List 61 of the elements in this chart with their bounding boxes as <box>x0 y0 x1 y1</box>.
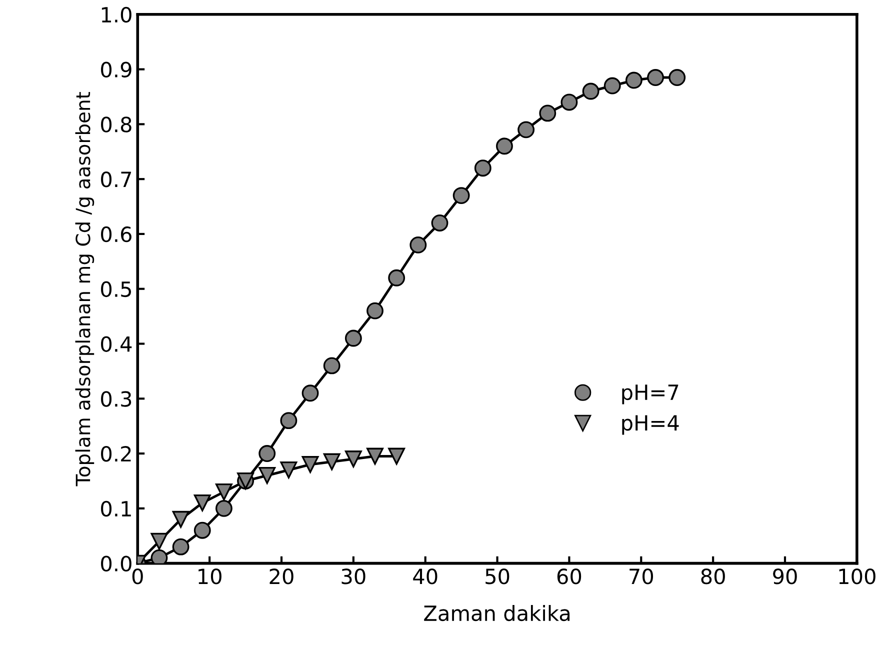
point <box>323 357 340 374</box>
point <box>518 121 535 138</box>
y-tick-label: 0.4 <box>101 336 132 352</box>
point <box>388 448 406 465</box>
point <box>452 187 470 204</box>
point <box>560 94 578 111</box>
point <box>366 448 384 465</box>
point <box>302 384 319 402</box>
point <box>410 236 427 254</box>
y-tick-label: 0.2 <box>101 446 131 462</box>
y-tick-label: 0.7 <box>101 172 131 188</box>
x-tick-label: 80 <box>701 568 725 584</box>
x-tick-label: 90 <box>773 568 797 584</box>
y-tick-label: 0.8 <box>101 116 132 132</box>
x-axis-title: Zaman dakika <box>424 604 570 622</box>
y-tick-label: 1.0 <box>102 6 132 23</box>
point <box>539 104 556 122</box>
point <box>194 494 211 512</box>
point <box>582 82 600 100</box>
point <box>280 462 298 478</box>
point <box>323 453 340 470</box>
point <box>625 72 642 89</box>
point <box>258 467 276 484</box>
point <box>215 483 232 500</box>
point <box>280 412 298 430</box>
y-tick-label: 0.6 <box>101 226 132 242</box>
point <box>344 330 362 347</box>
point <box>172 510 190 528</box>
x-tick-label: 10 <box>198 568 222 584</box>
x-tick-label: 30 <box>342 568 366 584</box>
x-tick-label: 0 <box>132 568 143 584</box>
legend-label: pH=7 <box>622 384 678 404</box>
point <box>366 302 384 320</box>
point <box>150 549 168 564</box>
point <box>647 69 664 86</box>
point <box>302 456 319 473</box>
point <box>388 269 406 286</box>
y-tick-label: 0.3 <box>101 391 132 407</box>
x-tick-label: 70 <box>630 568 654 584</box>
x-tick-label: 50 <box>486 568 510 584</box>
point <box>258 445 276 462</box>
x-tick-label: 40 <box>413 568 438 584</box>
point <box>150 532 168 550</box>
point <box>215 500 232 517</box>
y-tick-label: 0.1 <box>101 500 131 517</box>
point <box>172 538 190 556</box>
point <box>496 138 513 155</box>
point <box>604 77 621 94</box>
point <box>344 450 362 468</box>
point <box>474 160 492 177</box>
y-tick-label: 0.0 <box>101 556 132 572</box>
y-tick-label: 0.9 <box>101 62 132 78</box>
x-tick-label: 20 <box>270 568 294 584</box>
point <box>668 69 686 86</box>
y-tick-label: 0.5 <box>101 281 131 298</box>
y-axis-title: Toplam adsorplanan mg Cd /g aasorbent <box>75 92 94 486</box>
point <box>431 214 448 232</box>
x-tick-label: 100 <box>839 568 876 584</box>
x-tick-label: 60 <box>557 568 582 584</box>
legend-label: pH=4 <box>622 415 679 435</box>
point <box>194 522 211 539</box>
